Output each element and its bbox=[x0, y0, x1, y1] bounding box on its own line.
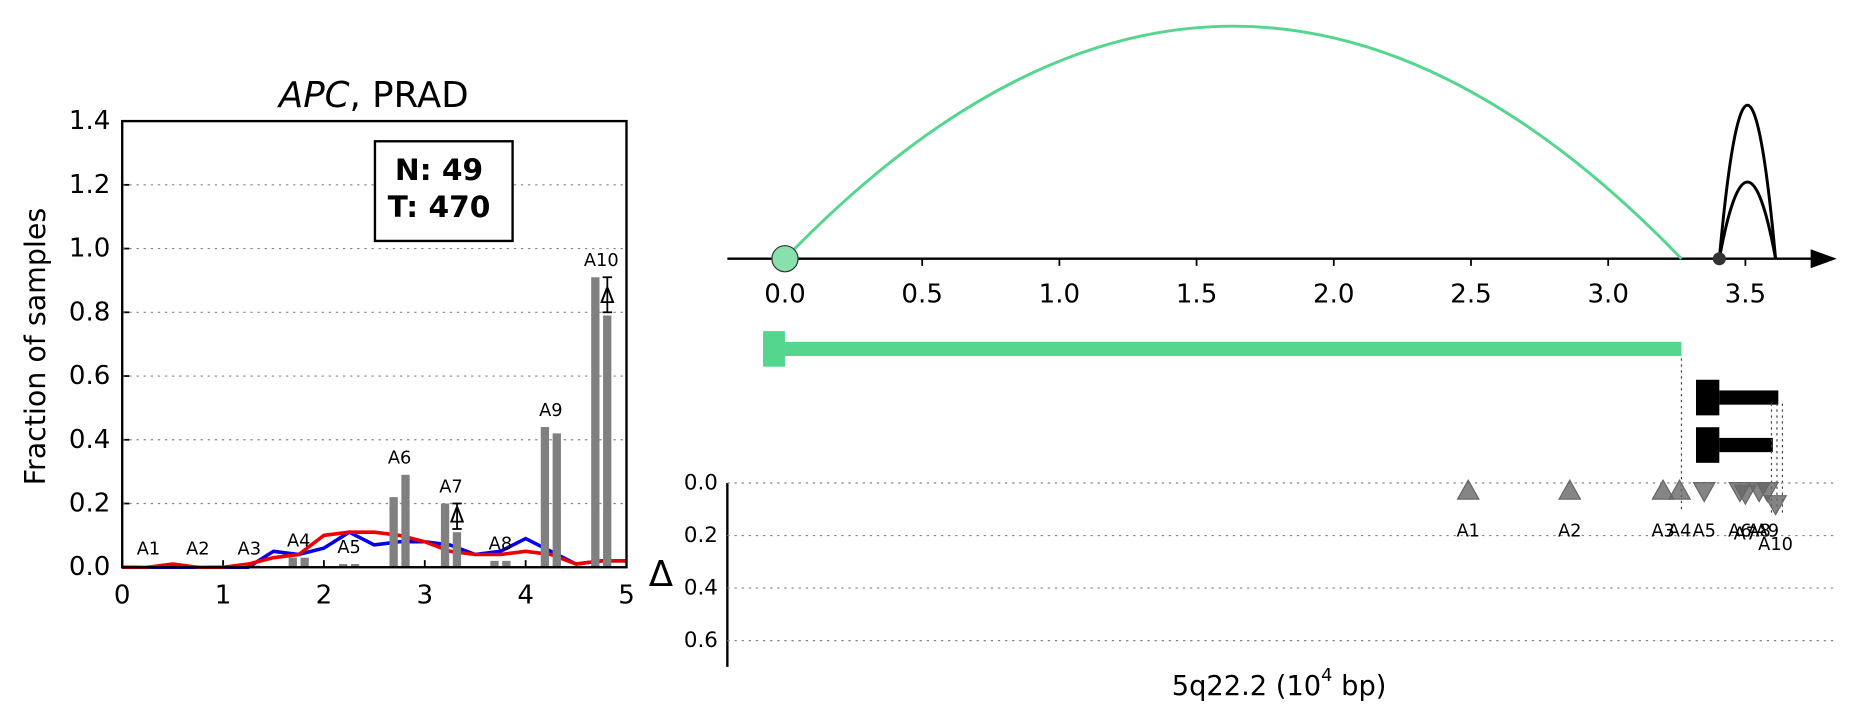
x-tick-label: 4 bbox=[517, 581, 534, 611]
transcript-box bbox=[1695, 379, 1720, 416]
bar bbox=[350, 564, 360, 568]
bar-category-label: A1 bbox=[137, 539, 160, 560]
y-tick-label: 0.0 bbox=[69, 552, 111, 582]
junction-arc bbox=[1717, 104, 1778, 259]
title-gene: APC bbox=[277, 74, 350, 115]
delta-point bbox=[1692, 481, 1716, 503]
bar bbox=[490, 560, 499, 568]
x-tick-label: 1.5 bbox=[1176, 279, 1218, 309]
plot-frame bbox=[121, 119, 628, 569]
title-rest: , PRAD bbox=[350, 74, 469, 115]
x-tick-label: 0 bbox=[114, 581, 131, 611]
delta-point-label: A3 bbox=[1651, 521, 1674, 542]
count-box bbox=[373, 140, 514, 243]
delta-point-label: A8 bbox=[1747, 521, 1770, 542]
bar bbox=[603, 315, 612, 568]
site-marker bbox=[771, 245, 799, 273]
bar bbox=[502, 560, 511, 568]
junction-arc bbox=[783, 24, 1683, 260]
transcript-line bbox=[784, 341, 1682, 357]
delta-point bbox=[1733, 484, 1758, 506]
bar-category-label: A2 bbox=[186, 539, 209, 560]
bar-category-label: A6 bbox=[388, 448, 411, 469]
axis-arrow bbox=[1810, 249, 1837, 269]
y-tick-label: 0.2 bbox=[684, 523, 718, 548]
y-tick-label: 0.6 bbox=[684, 628, 718, 653]
delta-axis-label: Δ bbox=[649, 554, 674, 595]
delta-point-label: A2 bbox=[1558, 521, 1581, 542]
bar bbox=[540, 427, 550, 568]
transcript-box bbox=[763, 331, 785, 367]
delta-point bbox=[1755, 481, 1780, 503]
bar-category-label: A8 bbox=[489, 534, 512, 555]
site-marker bbox=[1712, 252, 1726, 266]
y-tick-label: 0.4 bbox=[684, 576, 718, 601]
y-tick-label: 0.8 bbox=[69, 297, 111, 327]
delta-point bbox=[1763, 495, 1788, 516]
transcript-line bbox=[1719, 390, 1779, 405]
bar bbox=[389, 497, 398, 568]
bar-category-label: A5 bbox=[337, 537, 360, 558]
x-tick-label: 3.0 bbox=[1587, 279, 1629, 309]
bar bbox=[401, 474, 410, 568]
count-text: N: 49 bbox=[395, 152, 483, 187]
delta-point bbox=[1667, 478, 1692, 500]
delta-point bbox=[1558, 478, 1582, 500]
x-axis-label-exponent: 4 bbox=[1321, 665, 1332, 686]
count-text: T: 470 bbox=[388, 189, 491, 224]
bar-category-label: A10 bbox=[584, 250, 619, 271]
bar-category-label: A3 bbox=[238, 539, 261, 560]
y-tick-label: 0.2 bbox=[69, 489, 111, 519]
bar bbox=[591, 277, 600, 568]
delta-point bbox=[1456, 478, 1480, 500]
chart-title: APC, PRAD bbox=[277, 74, 469, 115]
y-tick-label: 0.4 bbox=[69, 425, 111, 455]
transcript-line bbox=[1719, 437, 1773, 453]
x-axis-label-end: bp) bbox=[1333, 670, 1387, 701]
bar-category-label: A4 bbox=[287, 531, 310, 552]
x-axis-label-main: 5q22.2 (10 bbox=[1172, 670, 1321, 701]
x-tick-label: 2.0 bbox=[1313, 279, 1355, 309]
y-tick-label: 0.0 bbox=[684, 470, 718, 495]
delta-point bbox=[1651, 478, 1675, 500]
bar bbox=[339, 564, 348, 568]
delta-point-label: A9 bbox=[1756, 521, 1779, 542]
y-tick-label: 1.0 bbox=[69, 234, 111, 264]
delta-point-label: A4 bbox=[1668, 521, 1691, 542]
x-axis-label: 5q22.2 (104 bp) bbox=[1172, 665, 1387, 702]
y-tick-label: 0.6 bbox=[69, 361, 111, 391]
x-tick-label: 1.0 bbox=[1039, 279, 1081, 309]
x-tick-label: 3.5 bbox=[1725, 279, 1767, 309]
x-tick-label: 5 bbox=[618, 581, 635, 611]
delta-point-label: A5 bbox=[1692, 521, 1715, 542]
bar bbox=[452, 532, 462, 568]
transcript-box bbox=[1695, 427, 1720, 463]
delta-marker: Δ bbox=[600, 284, 615, 309]
y-tick-label: 1.4 bbox=[69, 106, 111, 136]
delta-marker: Δ bbox=[450, 504, 465, 529]
y-tick-label: 1.2 bbox=[69, 170, 111, 200]
bar-category-label: A9 bbox=[539, 400, 562, 421]
x-tick-label: 1 bbox=[215, 581, 232, 611]
delta-point-label: A7 bbox=[1734, 523, 1757, 544]
delta-point-label: A6 bbox=[1728, 521, 1751, 542]
bar bbox=[440, 503, 450, 568]
delta-point-label: A10 bbox=[1758, 534, 1793, 555]
bar-category-label: A7 bbox=[439, 476, 462, 497]
x-tick-label: 2.5 bbox=[1450, 279, 1492, 309]
bar bbox=[552, 433, 561, 568]
bar bbox=[288, 557, 297, 568]
x-tick-label: 2 bbox=[316, 581, 333, 611]
x-tick-label: 0.0 bbox=[764, 279, 806, 309]
x-tick-label: 0.5 bbox=[901, 279, 943, 309]
junction-arc bbox=[1717, 180, 1778, 260]
y-axis-label: Fraction of samples bbox=[19, 208, 52, 486]
delta-point-label: A1 bbox=[1457, 521, 1480, 542]
x-tick-label: 3 bbox=[416, 581, 433, 611]
bar bbox=[300, 557, 309, 568]
